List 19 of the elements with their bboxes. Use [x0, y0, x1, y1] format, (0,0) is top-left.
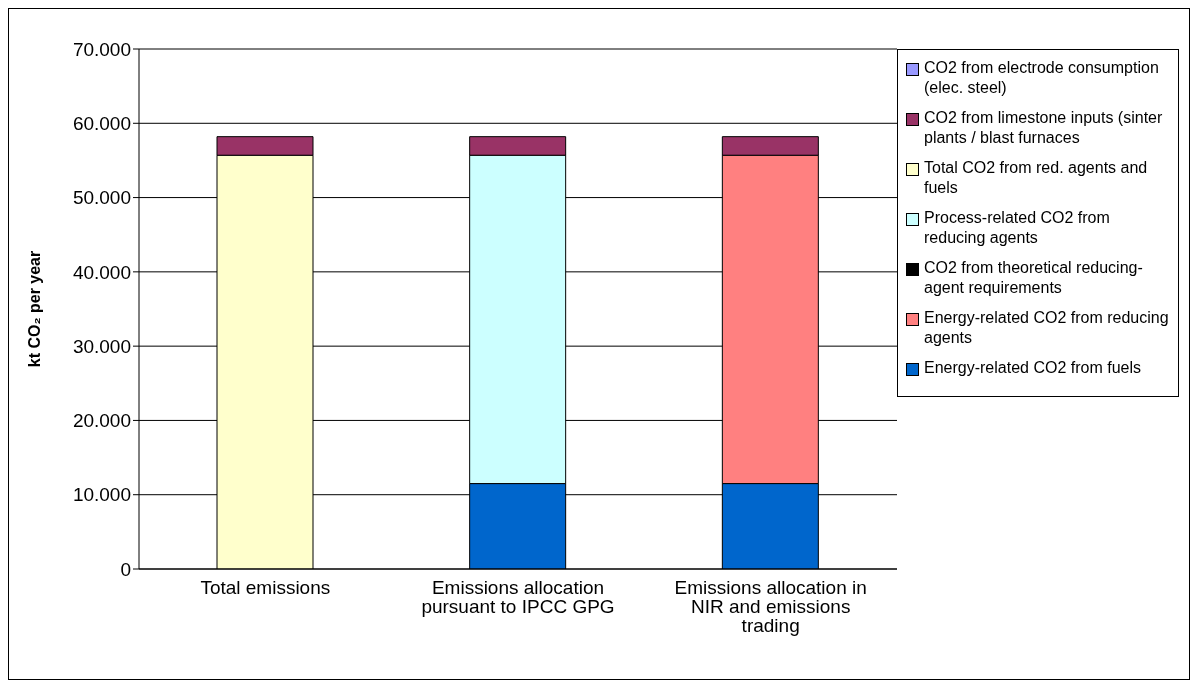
x-tick-label: Total emissions — [200, 577, 331, 599]
y-tick-label: 60.000 — [72, 113, 131, 135]
x-tick-label: Emissions allocation in NIR and emissions trading — [674, 577, 867, 637]
y-tick-label: 30.000 — [72, 335, 131, 357]
legend-label: CO2 from limestone inputs (sinter plants / blast furnaces — [924, 108, 1164, 148]
x-tick-label: Emissions allocation pursuant to IPCC GPG — [421, 577, 615, 618]
y-tick-label: 70.000 — [72, 38, 131, 60]
y-tick-label: 50.000 — [72, 187, 131, 209]
legend-label: Energy-related CO2 from fuels — [924, 358, 1142, 378]
legend-label: Energy-related CO2 from reducing agents — [924, 308, 1170, 348]
legend-label: Total CO2 from red. agents and fuels — [924, 158, 1149, 198]
y-tick-label: 40.000 — [72, 261, 131, 283]
y-axis-title: kt CO₂ per year — [25, 250, 43, 368]
y-tick-label: 10.000 — [72, 484, 131, 506]
legend-label: CO2 from theoretical reducing-agent requirements — [924, 258, 1144, 298]
y-tick-label: 20.000 — [72, 410, 131, 432]
legend-label: Process-related CO2 from reducing agents — [924, 208, 1111, 248]
y-tick-label: 0 — [120, 558, 131, 580]
legend-label: CO2 from electrode consumption (elec. steel) — [924, 58, 1160, 98]
